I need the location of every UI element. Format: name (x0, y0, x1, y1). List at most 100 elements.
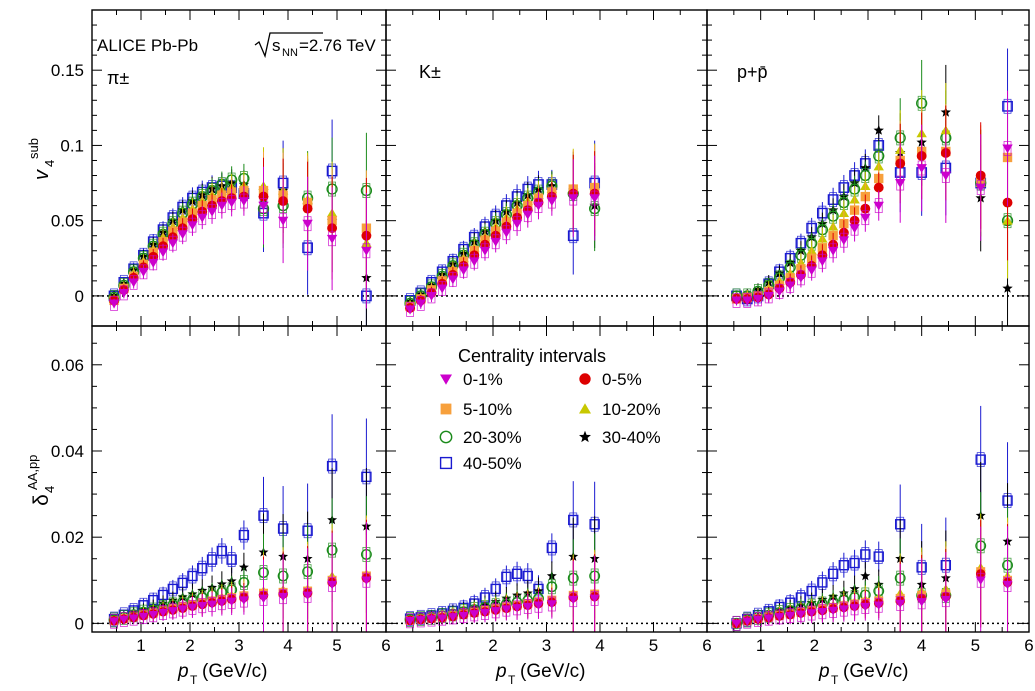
data-point-shape (187, 570, 198, 582)
x-tick-label: 4 (917, 636, 926, 655)
marks-top-right (730, 48, 1014, 326)
syst-box (416, 296, 425, 311)
legend-marker (579, 403, 591, 414)
data-point-shape (568, 595, 579, 605)
legend-marker (439, 456, 453, 470)
syst-box (534, 597, 543, 613)
data-point (158, 608, 169, 618)
legend: Centrality intervals 0-1% 0-5% 5-10% 10-20%… (439, 346, 661, 473)
y-tick-label: 0.1 (60, 136, 84, 155)
data-point (522, 602, 533, 612)
data-point-shape (827, 246, 839, 256)
legend-label: 20-30% (463, 428, 522, 447)
panel-bottom-middle: 1 2 3 4 5 6 (386, 326, 712, 655)
data-point-shape (860, 602, 871, 612)
syst-box (874, 549, 883, 564)
y-ticks (386, 24, 707, 297)
data-point (940, 171, 952, 181)
data-point (873, 182, 884, 193)
data-point-shape (763, 292, 774, 301)
data-point (447, 275, 459, 285)
data-point-shape (108, 299, 120, 309)
legend-item-0-5pct: 0-5% (579, 370, 642, 389)
legend-marker (439, 430, 453, 444)
data-point (838, 236, 850, 246)
syst-box (159, 605, 167, 621)
data-point (817, 257, 828, 267)
y-tick-label: 0.02 (51, 528, 84, 547)
data-point-shape (501, 605, 512, 614)
syst-box (217, 543, 226, 559)
data-point-shape (128, 278, 139, 288)
data-point-shape (437, 614, 448, 623)
y-tick-label: 0 (75, 287, 84, 306)
data-point-shape (501, 571, 512, 583)
xlabel-right: p T (GeV/c) (818, 661, 908, 687)
xlabel-sub: T (831, 673, 839, 687)
data-point (546, 600, 557, 609)
data-point-shape (522, 210, 533, 220)
syst-box (448, 609, 457, 625)
data-point (795, 273, 807, 283)
data-point-shape (326, 234, 338, 244)
syst-box (513, 600, 521, 616)
data-point-shape (302, 591, 313, 601)
syst-box (362, 243, 371, 259)
particle-label-pion: π± (107, 68, 129, 88)
syst-box (217, 198, 226, 214)
data-point (206, 207, 218, 217)
legend-marker (440, 403, 452, 415)
top-ylabel-main: v (31, 169, 53, 180)
top-ylabel-sup: sub (26, 138, 41, 159)
xlabel-unit: (GeV/c) (202, 661, 267, 682)
data-point-shape (817, 607, 828, 617)
data-point-shape (752, 295, 764, 304)
syst-box (775, 283, 784, 299)
data-point (469, 257, 480, 267)
experiment-label: ALICE Pb-Pb (97, 36, 198, 55)
syst-box (427, 611, 436, 627)
data-point-shape (238, 529, 250, 541)
data-point-shape (128, 614, 139, 623)
bottom-ylabel-sup: AA,pp (25, 455, 40, 490)
x-tick-label: 4 (595, 636, 604, 655)
data-point-shape (838, 559, 850, 571)
data-point (226, 597, 237, 607)
syst-box (303, 216, 312, 232)
xlabel-sub: T (508, 673, 516, 687)
legend-item-40-50pct: 40-50% (439, 454, 522, 473)
panel-top-middle (386, 10, 708, 326)
syst-box (406, 613, 414, 629)
legend-marker-shape (440, 403, 452, 415)
xlabel-symbol: p (495, 661, 507, 682)
data-point-shape (216, 201, 228, 211)
syst-box (481, 243, 489, 259)
data-point (752, 295, 764, 304)
data-point-shape (226, 597, 237, 607)
data-point-shape (916, 598, 927, 607)
syst-box (239, 193, 248, 209)
data-point-shape (742, 617, 753, 626)
syst-box (227, 594, 236, 609)
data-point (458, 266, 469, 276)
xlabel-sub: T (190, 673, 198, 687)
particle-label-proton: p+p̄ (737, 62, 768, 82)
data-point-shape (118, 615, 129, 625)
syst-box (168, 235, 177, 251)
y-ticks (386, 342, 707, 624)
sqrt-label: s (272, 36, 281, 55)
syst-box (829, 566, 838, 582)
syst-box (547, 193, 556, 209)
data-point (1002, 580, 1013, 590)
syst-box (896, 596, 905, 611)
syst-box (119, 285, 128, 301)
syst-box (513, 566, 521, 582)
series-0-1pct (108, 166, 372, 311)
data-point-shape (501, 228, 512, 238)
data-point (216, 598, 227, 608)
legend-label: 10-20% (602, 400, 661, 419)
data-point (258, 594, 269, 604)
data-point (795, 610, 806, 620)
data-point-shape (731, 619, 742, 629)
data-point-shape (238, 562, 249, 572)
